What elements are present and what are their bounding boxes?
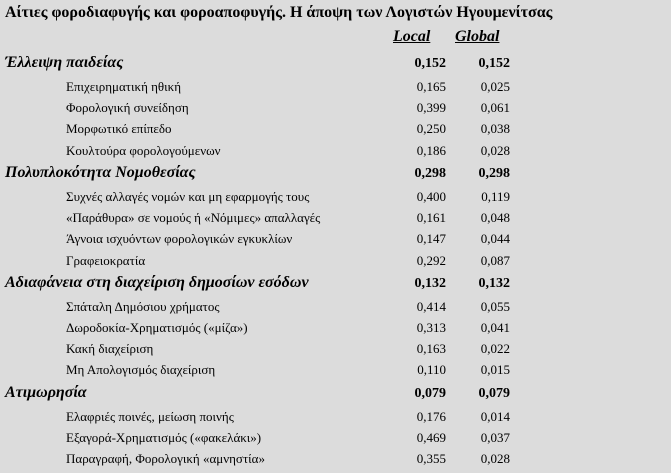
- local-value: 0,079: [414, 386, 447, 401]
- category-row: Έλλειψη παιδείας 0,152 0,152: [0, 54, 671, 76]
- local-value: 0,399: [416, 100, 446, 115]
- page-title: Αίτιες φοροδιαφυγής και φοροαποφυγής. Η …: [5, 4, 553, 21]
- item-label: Δωροδοκία-Χρηματισμός («μίζα»): [66, 320, 248, 335]
- local-value: 0,152: [414, 56, 447, 71]
- item-row: Άγνοια ισχυόντων φορολογικών εγκυκλίων 0…: [0, 231, 671, 253]
- item-row: «Παράθυρα» σε νομούς ή «Νόμιμες» απαλλαγ…: [0, 210, 671, 232]
- global-value: 0,028: [480, 143, 510, 158]
- item-label: Μορφωτικό επίπεδο: [66, 121, 172, 136]
- local-value: 0,400: [416, 189, 446, 204]
- item-label: Παραγραφή, Φορολογική «αμνηστία»: [66, 451, 265, 466]
- local-value: 0,110: [417, 362, 446, 377]
- item-row: Μη Απολογισμός διαχείριση 0,110 0,015: [0, 362, 671, 384]
- category-label: Ατιμωρησία: [5, 384, 87, 401]
- category-row: Ατιμωρησία 0,079 0,079: [0, 384, 671, 406]
- item-row: Εξαγορά-Χρηματισμός («φακελάκι») 0,469 0…: [0, 430, 671, 452]
- global-value: 0,025: [480, 79, 510, 94]
- global-value: 0,048: [480, 210, 510, 225]
- local-value: 0,132: [414, 276, 447, 291]
- item-label: Κουλτούρα φορολογούμενων: [66, 143, 221, 158]
- item-row: Συχνές αλλαγές νομών και μη εφαρμογής το…: [0, 189, 671, 211]
- global-value: 0,037: [480, 430, 510, 445]
- item-row: Δωροδοκία-Χρηματισμός («μίζα») 0,313 0,0…: [0, 320, 671, 342]
- item-label: Κακή διαχείριση: [66, 341, 154, 356]
- global-value: 0,022: [480, 341, 510, 356]
- item-row: Κουλτούρα φορολογούμενων 0,186 0,028: [0, 143, 671, 165]
- item-row: Επιχειρηματική ηθική 0,165 0,025: [0, 79, 671, 101]
- global-value: 0,119: [481, 189, 510, 204]
- item-label: Σπάταλη Δημόσιου χρήματος: [66, 299, 220, 314]
- global-value: 0,298: [478, 166, 511, 181]
- global-value: 0,015: [480, 362, 510, 377]
- item-row: Φορολογική συνείδηση 0,399 0,061: [0, 100, 671, 122]
- local-value: 0,414: [416, 299, 446, 314]
- global-value: 0,041: [480, 320, 510, 335]
- item-label: Γραφειοκρατία: [66, 253, 146, 268]
- local-value: 0,161: [416, 210, 446, 225]
- global-value: 0,087: [480, 253, 510, 268]
- item-row: Ελαφριές ποινές, μείωση ποινής 0,176 0,0…: [0, 409, 671, 431]
- item-label: Ελαφριές ποινές, μείωση ποινής: [66, 409, 234, 424]
- local-value: 0,163: [416, 341, 446, 356]
- local-value: 0,355: [416, 451, 446, 466]
- local-value: 0,469: [416, 430, 446, 445]
- global-value: 0,061: [480, 100, 510, 115]
- global-column-header: Global: [455, 28, 500, 45]
- local-value: 0,165: [416, 79, 446, 94]
- global-value: 0,152: [478, 56, 511, 71]
- item-label: Επιχειρηματική ηθική: [66, 79, 181, 94]
- category-label: Έλλειψη παιδείας: [5, 54, 124, 71]
- global-value: 0,028: [480, 451, 510, 466]
- global-value: 0,038: [480, 121, 510, 136]
- item-label: Μη Απολογισμός διαχείριση: [66, 362, 216, 377]
- item-label: Φορολογική συνείδηση: [66, 100, 189, 115]
- local-value: 0,250: [416, 121, 446, 136]
- local-value: 0,186: [416, 143, 446, 158]
- global-value: 0,044: [480, 231, 510, 246]
- local-value: 0,176: [416, 409, 446, 424]
- item-label: Συχνές αλλαγές νομών και μη εφαρμογής το…: [66, 189, 310, 204]
- local-value: 0,292: [416, 253, 446, 268]
- local-column-header: Local: [393, 28, 431, 45]
- local-value: 0,313: [416, 320, 446, 335]
- local-value: 0,298: [414, 166, 447, 181]
- category-label: Αδιαφάνεια στη διαχείριση δημοσίων εσόδω…: [5, 274, 309, 291]
- item-row: Μορφωτικό επίπεδο 0,250 0,038: [0, 121, 671, 143]
- item-row: Γραφειοκρατία 0,292 0,087: [0, 253, 671, 275]
- category-row: Αδιαφάνεια στη διαχείριση δημοσίων εσόδω…: [0, 274, 671, 296]
- category-row: Πολυπλοκότητα Νομοθεσίας 0,298 0,298: [0, 164, 671, 186]
- item-label: Εξαγορά-Χρηματισμός («φακελάκι»): [66, 430, 262, 445]
- item-row: Παραγραφή, Φορολογική «αμνηστία» 0,355 0…: [0, 451, 671, 473]
- item-row: Σπάταλη Δημόσιου χρήματος 0,414 0,055: [0, 299, 671, 321]
- global-value: 0,055: [480, 299, 510, 314]
- item-label: «Παράθυρα» σε νομούς ή «Νόμιμες» απαλλαγ…: [66, 210, 321, 225]
- global-value: 0,132: [478, 276, 511, 291]
- local-value: 0,147: [416, 231, 446, 246]
- category-label: Πολυπλοκότητα Νομοθεσίας: [5, 164, 196, 181]
- global-value: 0,079: [478, 386, 511, 401]
- item-row: Κακή διαχείριση 0,163 0,022: [0, 341, 671, 363]
- global-value: 0,014: [480, 409, 510, 424]
- item-label: Άγνοια ισχυόντων φορολογικών εγκυκλίων: [66, 231, 293, 246]
